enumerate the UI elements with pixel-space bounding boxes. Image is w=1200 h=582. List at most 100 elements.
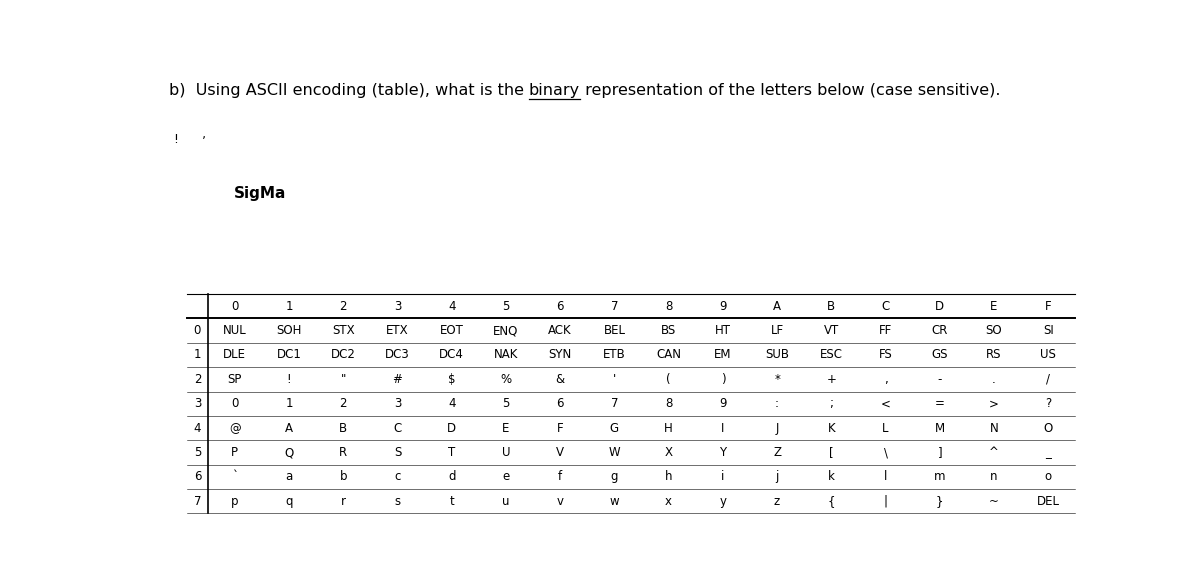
Text: BS: BS [661, 324, 677, 337]
Text: h: h [665, 470, 672, 484]
Text: Y: Y [719, 446, 726, 459]
Text: d: d [448, 470, 456, 484]
Text: k: k [828, 470, 835, 484]
Text: x: x [665, 495, 672, 508]
Text: 7: 7 [193, 495, 202, 508]
Text: LF: LF [770, 324, 784, 337]
Text: 7: 7 [611, 300, 618, 313]
Text: B: B [827, 300, 835, 313]
Text: E: E [990, 300, 997, 313]
Text: H: H [665, 421, 673, 435]
Text: 8: 8 [665, 300, 672, 313]
Text: K: K [828, 421, 835, 435]
Text: ESC: ESC [820, 349, 842, 361]
Text: FS: FS [878, 349, 893, 361]
Text: %: % [500, 373, 511, 386]
Text: 4: 4 [448, 300, 456, 313]
Text: _: _ [1045, 446, 1051, 459]
Text: $: $ [448, 373, 456, 386]
Text: b)  Using ASCII encoding (table), what is the: b) Using ASCII encoding (table), what is… [168, 83, 529, 98]
Text: 3: 3 [193, 397, 202, 410]
Text: [: [ [829, 446, 834, 459]
Text: HT: HT [715, 324, 731, 337]
Text: DC3: DC3 [385, 349, 410, 361]
Text: 9: 9 [719, 397, 727, 410]
Text: DC1: DC1 [276, 349, 301, 361]
Text: O: O [1044, 421, 1052, 435]
Text: 4: 4 [193, 421, 202, 435]
Text: SUB: SUB [766, 349, 790, 361]
Text: Q: Q [284, 446, 294, 459]
Text: 8: 8 [665, 397, 672, 410]
Text: 2: 2 [193, 373, 202, 386]
Text: 3: 3 [394, 397, 401, 410]
Text: NAK: NAK [493, 349, 518, 361]
Text: ': ' [613, 373, 616, 386]
Text: DC2: DC2 [331, 349, 355, 361]
Text: ETX: ETX [386, 324, 409, 337]
Text: j: j [775, 470, 779, 484]
Text: ~: ~ [989, 495, 998, 508]
Text: SigMa: SigMa [234, 186, 286, 201]
Text: -: - [937, 373, 942, 386]
Text: g: g [611, 470, 618, 484]
Text: i: i [721, 470, 725, 484]
Text: STX: STX [332, 324, 354, 337]
Text: r: r [341, 495, 346, 508]
Text: Z: Z [773, 446, 781, 459]
Text: z: z [774, 495, 780, 508]
Text: ;: ; [829, 397, 833, 410]
Text: +: + [827, 373, 836, 386]
Text: ETB: ETB [604, 349, 625, 361]
Text: \: \ [883, 446, 888, 459]
Text: SI: SI [1043, 324, 1054, 337]
Text: e: e [503, 470, 510, 484]
Text: >: > [989, 397, 998, 410]
Text: W: W [608, 446, 620, 459]
Text: A: A [773, 300, 781, 313]
Text: :: : [775, 397, 779, 410]
Text: 2: 2 [340, 397, 347, 410]
Text: ACK: ACK [548, 324, 572, 337]
Text: <: < [881, 397, 890, 410]
Text: l: l [884, 470, 887, 484]
Text: y: y [719, 495, 726, 508]
Text: a: a [286, 470, 293, 484]
Text: ?: ? [1045, 397, 1051, 410]
Text: GS: GS [931, 349, 948, 361]
Text: N: N [990, 421, 998, 435]
Text: S: S [394, 446, 401, 459]
Text: b: b [340, 470, 347, 484]
Text: DLE: DLE [223, 349, 246, 361]
Text: C: C [882, 300, 889, 313]
Text: ENQ: ENQ [493, 324, 518, 337]
Text: w: w [610, 495, 619, 508]
Text: FF: FF [878, 324, 892, 337]
Text: @: @ [229, 421, 241, 435]
Text: T: T [448, 446, 455, 459]
Text: ": " [341, 373, 346, 386]
Text: A: A [286, 421, 293, 435]
Text: u: u [502, 495, 510, 508]
Text: EOT: EOT [439, 324, 463, 337]
Text: }: } [936, 495, 943, 508]
Text: SP: SP [228, 373, 242, 386]
Text: |: | [883, 495, 888, 508]
Text: binary: binary [529, 83, 580, 98]
Text: m: m [934, 470, 946, 484]
Text: ): ) [720, 373, 725, 386]
Text: (: ( [666, 373, 671, 386]
Text: BEL: BEL [604, 324, 625, 337]
Text: F: F [1045, 300, 1051, 313]
Text: SYN: SYN [548, 349, 571, 361]
Text: #: # [392, 373, 402, 386]
Text: U: U [502, 446, 510, 459]
Text: p: p [232, 495, 239, 508]
Text: 7: 7 [611, 397, 618, 410]
Text: SO: SO [985, 324, 1002, 337]
Text: B: B [340, 421, 347, 435]
Text: DEL: DEL [1037, 495, 1060, 508]
Text: E: E [503, 421, 510, 435]
Text: 6: 6 [557, 397, 564, 410]
Text: L: L [882, 421, 889, 435]
